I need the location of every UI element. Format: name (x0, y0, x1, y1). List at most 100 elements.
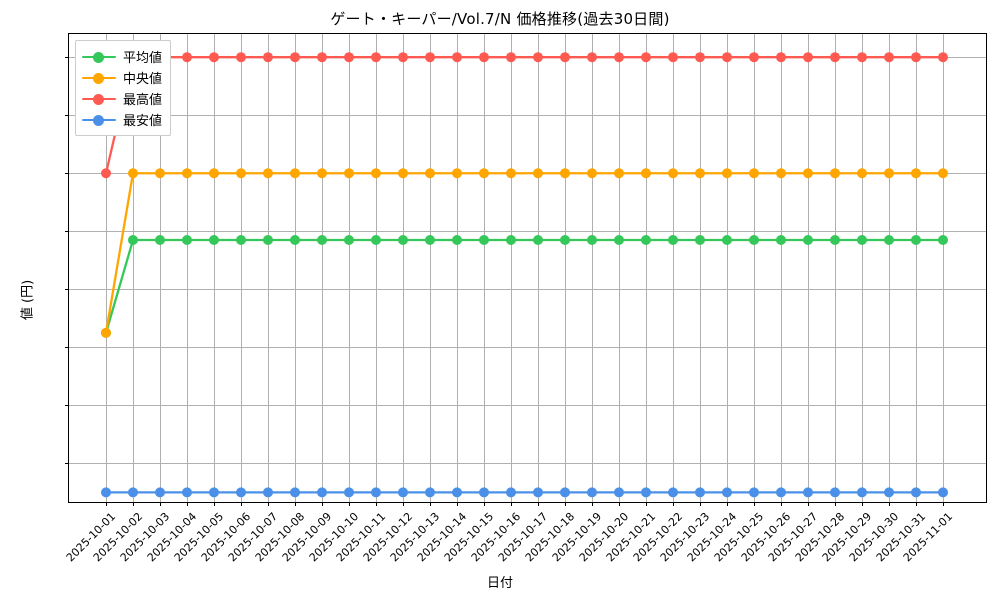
data-point (290, 234, 300, 245)
data-point (749, 168, 759, 179)
gridline-vertical (673, 34, 674, 502)
x-tick-mark (537, 502, 539, 506)
data-point (182, 234, 192, 245)
gridline-vertical (754, 34, 755, 502)
x-tick-mark (159, 502, 161, 506)
legend-marker-icon (93, 72, 104, 84)
x-tick-mark (213, 502, 215, 506)
data-point (641, 234, 651, 245)
data-point (560, 234, 570, 245)
legend-item-最安値[interactable]: 最安値 (82, 109, 162, 130)
y-tick-mark (65, 288, 69, 290)
data-point (317, 168, 327, 179)
gridline-horizontal (69, 405, 986, 407)
data-point (452, 168, 462, 179)
legend-marker-icon (93, 51, 104, 63)
x-tick-mark (267, 502, 269, 506)
data-point (290, 487, 300, 498)
gridline-vertical (430, 34, 431, 502)
gridline-vertical (295, 34, 296, 502)
x-tick-mark (456, 502, 458, 506)
data-point (857, 487, 867, 498)
data-point (749, 487, 759, 498)
data-point (101, 487, 111, 498)
gridline-vertical (322, 34, 323, 502)
gridline-vertical (808, 34, 809, 502)
plot-area (65, 33, 987, 506)
data-point (425, 234, 435, 245)
gridline-horizontal (69, 115, 986, 117)
data-point (911, 168, 921, 179)
gridline-vertical (565, 34, 566, 502)
legend-item-最高値[interactable]: 最高値 (82, 88, 162, 109)
data-point (776, 168, 786, 179)
data-point (857, 234, 867, 245)
data-point (452, 234, 462, 245)
legend-label: 平均値 (123, 51, 163, 66)
x-tick-mark (753, 502, 755, 506)
legend-item-中央値[interactable]: 中央値 (82, 67, 162, 88)
x-tick-mark (645, 502, 647, 506)
x-tick-mark (834, 502, 836, 506)
legend-item-平均値[interactable]: 平均値 (82, 46, 162, 67)
x-tick-mark (375, 502, 377, 506)
data-point (317, 487, 327, 498)
x-tick-mark (186, 502, 188, 506)
data-point (425, 487, 435, 498)
x-axis-label: 日付 (486, 576, 513, 591)
gridline-vertical (700, 34, 701, 502)
data-point (884, 52, 894, 63)
data-point (398, 487, 408, 498)
gridline-vertical (214, 34, 215, 502)
legend-swatch-icon (82, 50, 116, 64)
series-中央値 (101, 168, 948, 338)
data-point (317, 52, 327, 63)
data-point (533, 487, 543, 498)
data-point (425, 168, 435, 179)
data-point (857, 168, 867, 179)
x-tick-mark (672, 502, 674, 506)
data-point (398, 234, 408, 245)
data-point (155, 168, 165, 179)
data-point (479, 234, 489, 245)
y-tick-mark (65, 404, 69, 406)
gridline-vertical (781, 34, 782, 502)
data-point (398, 168, 408, 179)
x-tick-mark (942, 502, 944, 506)
x-tick-mark (321, 502, 323, 506)
data-point (533, 52, 543, 63)
data-point (776, 52, 786, 63)
x-tick-mark (132, 502, 134, 506)
data-point (668, 52, 678, 63)
data-point (371, 52, 381, 63)
data-point (911, 234, 921, 245)
data-point (722, 487, 732, 498)
data-point (533, 234, 543, 245)
gridline-vertical (916, 34, 917, 502)
data-point (263, 168, 273, 179)
data-point (425, 52, 435, 63)
data-point (209, 52, 219, 63)
gridline-horizontal (69, 463, 986, 465)
data-point (722, 234, 732, 245)
data-point (371, 168, 381, 179)
legend-swatch-icon (82, 92, 116, 106)
data-point (938, 234, 948, 245)
data-point (695, 168, 705, 179)
gridline-vertical (511, 34, 512, 502)
data-point (263, 487, 273, 498)
data-point (506, 234, 516, 245)
data-point (614, 168, 624, 179)
data-point (884, 234, 894, 245)
gridline-vertical (646, 34, 647, 502)
x-tick-mark (429, 502, 431, 506)
gridline-vertical (862, 34, 863, 502)
data-point (101, 168, 111, 179)
data-point (560, 168, 570, 179)
data-point (830, 234, 840, 245)
data-point (128, 487, 138, 498)
x-tick-mark (510, 502, 512, 506)
data-point (641, 487, 651, 498)
data-point (587, 52, 597, 63)
data-point (614, 234, 624, 245)
